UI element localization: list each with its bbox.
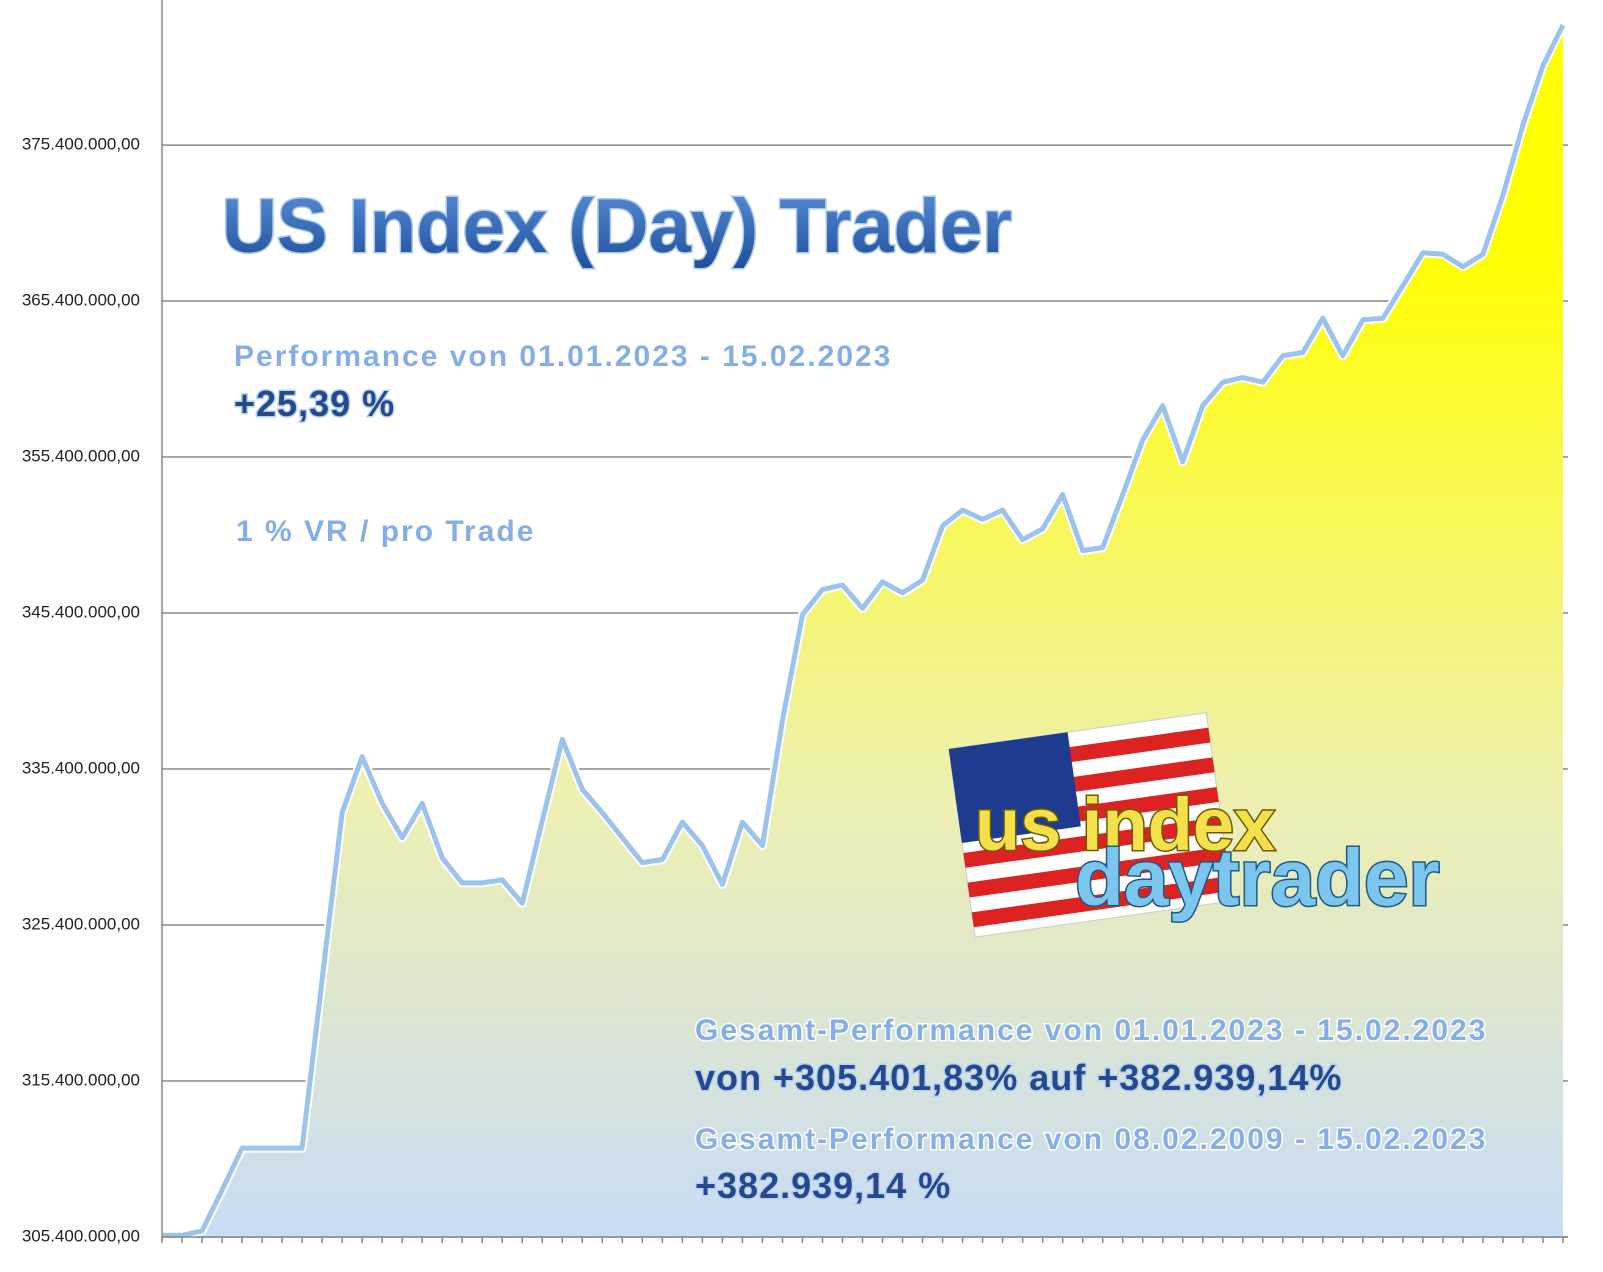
y-tick-label: 315.400.000,00 (22, 1070, 140, 1089)
annotation: +382.939,14 % (695, 1165, 951, 1206)
logo: us index daytrader (948, 712, 1441, 938)
annotation: 1 % VR / pro Trade (236, 515, 535, 548)
chart-title: US Index (Day) Trader (222, 184, 1012, 269)
y-tick-label: 325.400.000,00 (22, 915, 140, 934)
plot (162, 23, 1568, 1240)
annotation: +25,39 % (234, 383, 395, 424)
y-tick-label: 355.400.000,00 (22, 447, 140, 466)
y-tick-label: 365.400.000,00 (22, 291, 140, 310)
y-tick-label: 335.400.000,00 (22, 759, 140, 778)
flag (948, 712, 1234, 938)
annotation: Performance von 01.01.2023 - 15.02.2023 (234, 340, 892, 373)
line (162, 23, 1566, 1238)
logo-text: daytrader (1075, 833, 1440, 922)
y-tick-label: 305.400.000,00 (22, 1226, 140, 1245)
logo-text: us index (975, 783, 1275, 866)
x-axis (161, 1236, 1568, 1243)
y-tick-label: 345.400.000,00 (22, 603, 140, 622)
annotation: Gesamt-Performance von 08.02.2009 - 15.0… (695, 1123, 1487, 1156)
y-tick-label: 375.400.000,00 (22, 135, 140, 154)
annotation: von +305.401,83% auf +382.939,14% (695, 1057, 1342, 1098)
annotation: Gesamt-Performance von 01.01.2023 - 15.0… (695, 1014, 1487, 1047)
area (162, 25, 1563, 1237)
